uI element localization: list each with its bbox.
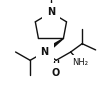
Polygon shape (43, 38, 63, 54)
Text: N: N (41, 47, 49, 57)
Text: NH₂: NH₂ (72, 58, 88, 67)
Text: O: O (52, 68, 60, 78)
Text: N: N (47, 7, 55, 17)
